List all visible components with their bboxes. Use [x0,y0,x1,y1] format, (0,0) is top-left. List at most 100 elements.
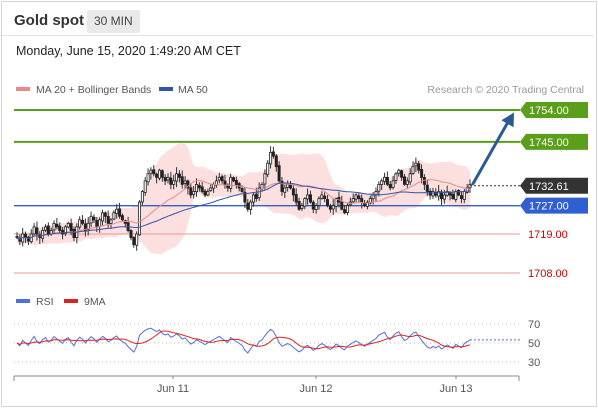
candle-body-106 [317,198,321,206]
candle-body-119 [354,194,358,200]
candle-body-90 [271,151,275,157]
candle-body-142 [420,168,424,178]
candle-body-72 [220,176,224,182]
rsi-layer: 70 50 30 [14,319,540,369]
candle-body-89 [269,152,273,165]
candle-body-6 [32,226,36,235]
last-price-tag [520,177,588,194]
candle-body-85 [257,187,261,199]
candle-body-116 [345,205,349,213]
candle-body-58 [180,176,184,185]
candle-body-34 [112,212,116,220]
candle-body-25 [86,222,90,230]
candle-body-48 [152,169,156,175]
candle-body-147 [434,191,438,196]
candle-body-152 [448,191,452,196]
timeframe-badge[interactable]: 30 MIN [87,10,140,33]
candle-body-56 [174,173,178,182]
candle-body-141 [417,163,421,171]
candle-body-115 [343,209,347,214]
candle-body-146 [431,191,435,197]
candle-body-131 [388,183,392,189]
candle-body-143 [422,177,426,185]
candle-body-102 [306,194,310,200]
candle-body-66 [203,190,207,196]
candle-body-69 [212,183,216,189]
candle-body-100 [300,205,304,209]
candle-body-151 [445,191,449,196]
ma50-legend-swatch [159,87,173,91]
candle-body-60 [186,180,190,189]
candle-body-99 [297,200,301,210]
candle-body-108 [323,195,327,200]
candle-body-93 [280,180,284,192]
rsi-tick-50: 50 [528,338,540,350]
candle-body-77 [234,179,238,185]
candle-body-118 [351,198,355,203]
candle-body-94 [283,187,287,193]
ma20-legend-label: MA 20 + Bollinger Bands [36,84,151,96]
candle-body-16 [61,229,65,235]
price-layer: 1754.00 1745.00 1727.00 1719.00 1708.00 1732.… [14,102,588,280]
candle-body-52 [163,177,167,182]
candle-body-128 [380,180,384,185]
candle-body-68 [209,187,213,191]
candle-body-23 [81,219,85,224]
timestamp: Monday, June 15, 2020 1:49:20 AM CET [16,44,241,58]
candle-body-157 [462,191,466,200]
candle-body-132 [391,180,395,188]
candle-body-111 [331,205,335,210]
candle-body-129 [382,176,386,182]
x-tick-label-1: Jun 12 [299,383,332,395]
candle-body-61 [189,187,193,196]
candle-body-95 [286,183,290,188]
candle-body-104 [311,201,315,210]
research-credit: Research © 2020 Trading Central [427,84,584,96]
candle-body-103 [308,194,312,203]
candle-body-80 [243,191,247,203]
candle-body-63 [194,183,198,192]
candle-body-42 [135,233,139,246]
candle-body-137 [405,180,409,185]
candle-body-13 [52,222,56,231]
candle-body-11 [46,225,50,235]
level-label-1754.00: 1754.00 [529,105,569,117]
level-tag-1754.00 [520,102,588,118]
rsi-ma-legend-swatch [64,299,78,303]
candle-body-33 [109,219,113,224]
candle-body-3 [23,233,27,238]
candle-body-30 [101,212,105,222]
candle-body-79 [240,188,244,192]
candle-body-55 [172,180,176,185]
rsi-legend-label: RSI [36,296,54,308]
candle-body-59 [183,180,187,184]
candle-body-125 [371,194,375,200]
x-tick-label-0: Jun 11 [157,383,189,395]
candle-body-47 [149,169,153,174]
candle-body-97 [291,188,295,196]
candle-body-82 [249,201,253,210]
candle-body-51 [160,170,164,178]
candle-body-37 [120,215,124,221]
candle-body-140 [414,162,418,167]
candle-body-136 [402,176,406,185]
candle-body-10 [44,226,48,231]
candle-body-91 [274,155,278,168]
candle-body-88 [266,162,270,175]
forecast-arrowhead [501,112,514,128]
candle-body-36 [118,208,122,217]
candle-body-109 [325,199,329,207]
ma50-line [16,182,471,240]
candle-body-64 [197,184,201,189]
candle-body-121 [360,198,364,203]
candle-body-40 [129,230,133,238]
rsi-ma-line [16,330,471,350]
last-price-label: 1732.61 [529,181,569,193]
candle-body-20 [72,229,76,239]
candle-body-73 [223,180,227,185]
candle-body-12 [49,230,53,235]
candle-body-112 [334,198,338,207]
x-axis-labels: Jun 11 Jun 12 Jun 13 [157,376,473,395]
candle-body-105 [314,205,318,210]
candle-body-29 [98,219,102,227]
